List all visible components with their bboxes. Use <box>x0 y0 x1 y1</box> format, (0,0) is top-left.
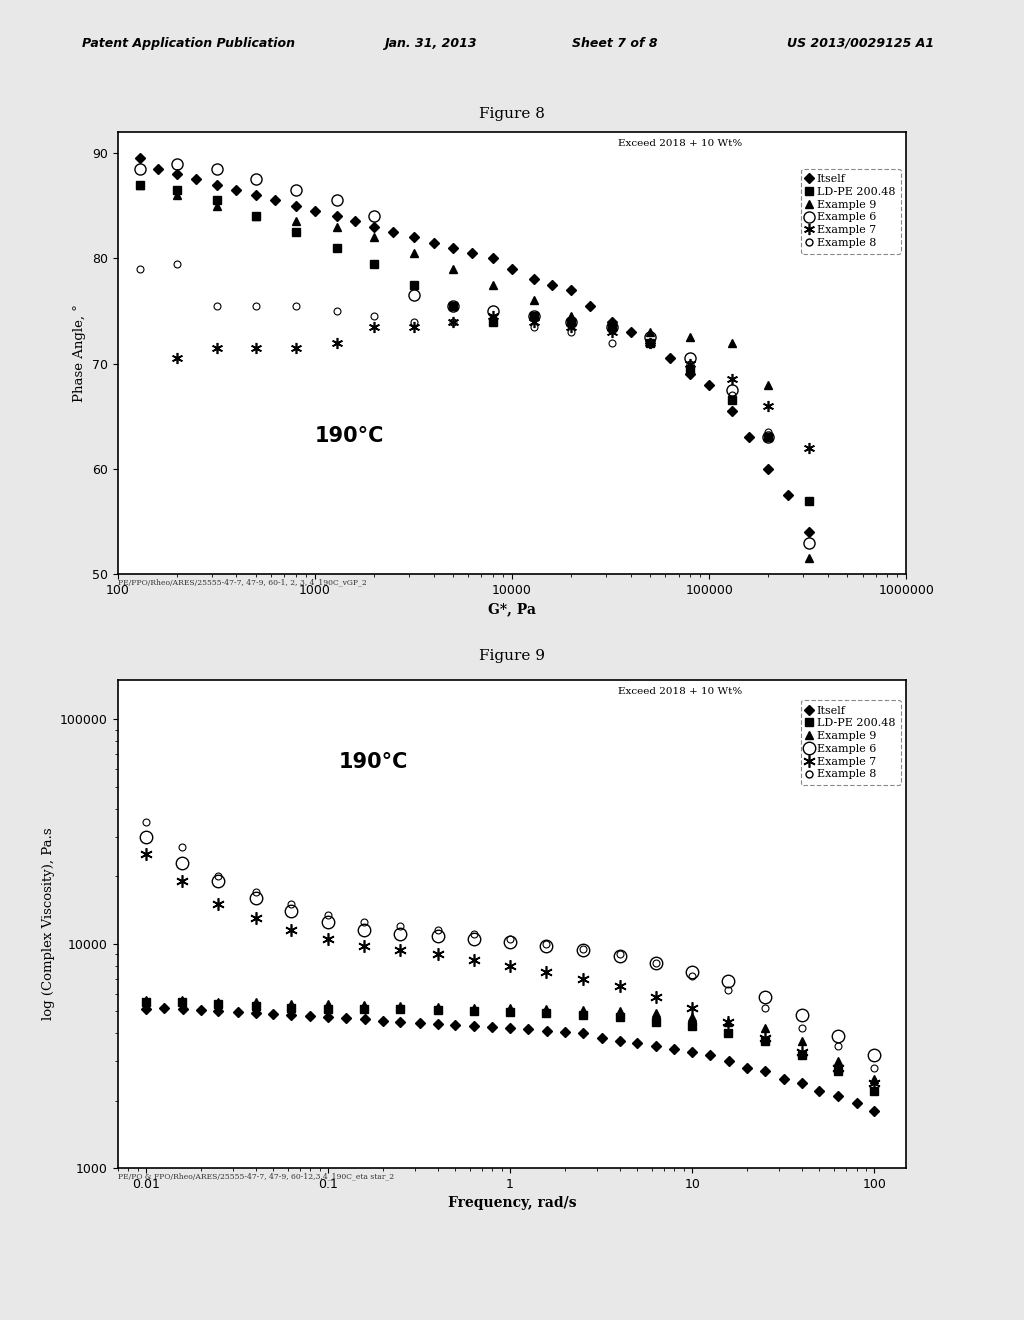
Text: US 2013/0029125 A1: US 2013/0029125 A1 <box>786 37 934 50</box>
Text: Exceed 2018 + 10 Wt%: Exceed 2018 + 10 Wt% <box>618 688 742 696</box>
Text: Jan. 31, 2013: Jan. 31, 2013 <box>384 37 476 50</box>
Text: 190°C: 190°C <box>315 425 384 446</box>
Legend: Itself, LD-PE 200.48, Example 9, Example 6, Example 7, Example 8: Itself, LD-PE 200.48, Example 9, Example… <box>801 169 901 253</box>
Text: Sheet 7 of 8: Sheet 7 of 8 <box>571 37 657 50</box>
Text: Exceed 2018 + 10 Wt%: Exceed 2018 + 10 Wt% <box>618 139 742 148</box>
Y-axis label: Phase Angle, °: Phase Angle, ° <box>74 304 86 403</box>
X-axis label: G*, Pa: G*, Pa <box>488 602 536 616</box>
Text: 190°C: 190°C <box>339 751 408 772</box>
Legend: Itself, LD-PE 200.48, Example 9, Example 6, Example 7, Example 8: Itself, LD-PE 200.48, Example 9, Example… <box>801 700 901 785</box>
Text: PE/FPO/Rheo/ARES/25555-47-7, 47-9, 60-1, 2, 3, 4_190C_vGP_2: PE/FPO/Rheo/ARES/25555-47-7, 47-9, 60-1,… <box>118 578 367 586</box>
Text: Patent Application Publication: Patent Application Publication <box>82 37 295 50</box>
Text: PE/PO & FPO/Rheo/ARES/25555-47-7, 47-9, 60-12,3,4_190C_eta star_2: PE/PO & FPO/Rheo/ARES/25555-47-7, 47-9, … <box>118 1172 394 1180</box>
X-axis label: Frequency, rad/s: Frequency, rad/s <box>447 1196 577 1210</box>
Text: Figure 9: Figure 9 <box>479 648 545 663</box>
Y-axis label: log (Complex Viscosity), Pa.s: log (Complex Viscosity), Pa.s <box>42 828 54 1020</box>
Text: Figure 8: Figure 8 <box>479 107 545 121</box>
